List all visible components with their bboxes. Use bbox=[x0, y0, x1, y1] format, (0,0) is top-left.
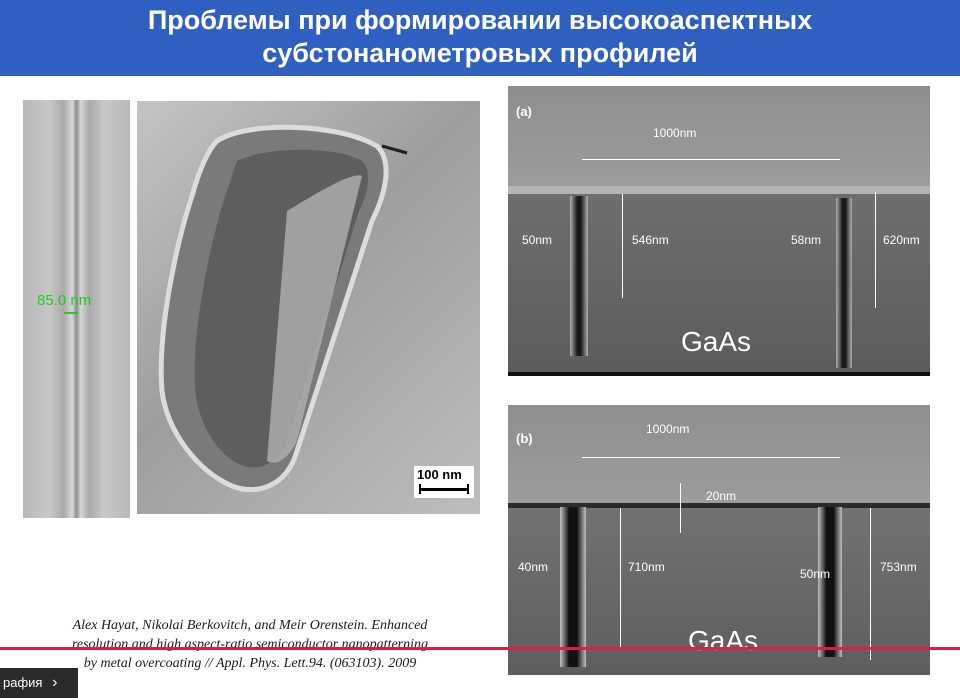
sem-panel-b: (b) 1000nm 20nm 40nm 710nm 50nm 753nm Ga… bbox=[508, 405, 930, 675]
citation-line3: by metal overcoating // Appl. Phys. Lett… bbox=[83, 656, 417, 671]
panel-a-width-label: 1000nm bbox=[653, 126, 697, 140]
slide-title-bar: Проблемы при формировании высокоаспектны… bbox=[0, 0, 960, 76]
panel-b-right-gap: 50nm bbox=[800, 567, 831, 581]
panel-b-label: (b) bbox=[516, 431, 533, 446]
citation-line2: resolution and high aspect-ratio semicon… bbox=[71, 637, 429, 652]
scalebar-label: 100 nm bbox=[417, 467, 462, 482]
bottom-nav-label: рафия bbox=[3, 675, 43, 690]
strip-measurement-label: 85.0 nm bbox=[37, 292, 92, 309]
panel-b-background-top bbox=[508, 405, 930, 503]
chevron-right-icon: › bbox=[52, 674, 58, 691]
slot-drawing bbox=[158, 124, 408, 493]
panel-b-trench-left bbox=[560, 507, 586, 667]
panel-a-left-gap: 50nm bbox=[522, 233, 553, 247]
panel-b-width-arrow bbox=[582, 457, 840, 458]
slide-title: Проблемы при формировании высокоаспектны… bbox=[0, 4, 960, 70]
citation-line1: Alex Hayat, Nikolai Berkovitch, and Meir… bbox=[72, 618, 428, 633]
scalebar-line bbox=[420, 488, 468, 491]
panel-b-right-depth-line bbox=[870, 508, 871, 660]
panel-b-material: GaAs bbox=[688, 625, 759, 656]
sem-slot-image: 100 nm bbox=[137, 101, 480, 514]
panel-b-left-depth-line bbox=[620, 508, 621, 648]
panel-b-width-label: 1000nm bbox=[646, 422, 690, 436]
sem-strip-image: 85.0 nm bbox=[23, 100, 130, 518]
scalebar: 100 nm bbox=[414, 466, 474, 498]
panel-a-trench-left bbox=[570, 196, 588, 356]
panel-b-right-depth: 753nm bbox=[880, 560, 917, 574]
scalebar-tick-left bbox=[419, 484, 421, 494]
sem-panel-a: (a) 1000nm 50nm 546nm 58nm 620nm GaAs bbox=[508, 86, 930, 376]
panel-a-material: GaAs bbox=[681, 326, 752, 357]
panel-a-left-depth: 546nm bbox=[632, 233, 669, 247]
panel-b-trench-right bbox=[818, 507, 842, 657]
bottom-nav-tab[interactable]: рафия › bbox=[0, 668, 78, 698]
panel-a-bottom-edge bbox=[508, 372, 930, 376]
scalebar-tick-right bbox=[467, 484, 469, 494]
panel-a-label: (a) bbox=[516, 104, 532, 119]
slide-title-line1: Проблемы при формировании высокоаспектны… bbox=[147, 5, 813, 35]
panel-a-background-top bbox=[508, 86, 930, 186]
panel-b-surface-line bbox=[508, 503, 930, 508]
red-overlay-line bbox=[0, 647, 960, 650]
panel-b-left-gap: 40nm bbox=[518, 560, 549, 574]
citation: Alex Hayat, Nikolai Berkovitch, and Meir… bbox=[4, 616, 496, 673]
panel-a-right-depth: 620nm bbox=[883, 233, 920, 247]
panel-b-layer-label: 20nm bbox=[706, 489, 737, 503]
panel-a-left-depth-line bbox=[622, 194, 623, 298]
panel-a-right-gap: 58nm bbox=[791, 233, 822, 247]
panel-a-surface-line bbox=[508, 186, 930, 194]
panel-b-left-depth: 710nm bbox=[628, 560, 665, 574]
panel-a-trench-right bbox=[836, 198, 852, 368]
slide-title-line2: субстонанометровых профилей bbox=[262, 38, 698, 68]
panel-a-right-depth-line bbox=[875, 192, 876, 308]
strip-measurement-marker bbox=[64, 312, 78, 314]
panel-b-layer-marker bbox=[680, 483, 693, 533]
panel-a-width-arrow bbox=[582, 159, 840, 160]
